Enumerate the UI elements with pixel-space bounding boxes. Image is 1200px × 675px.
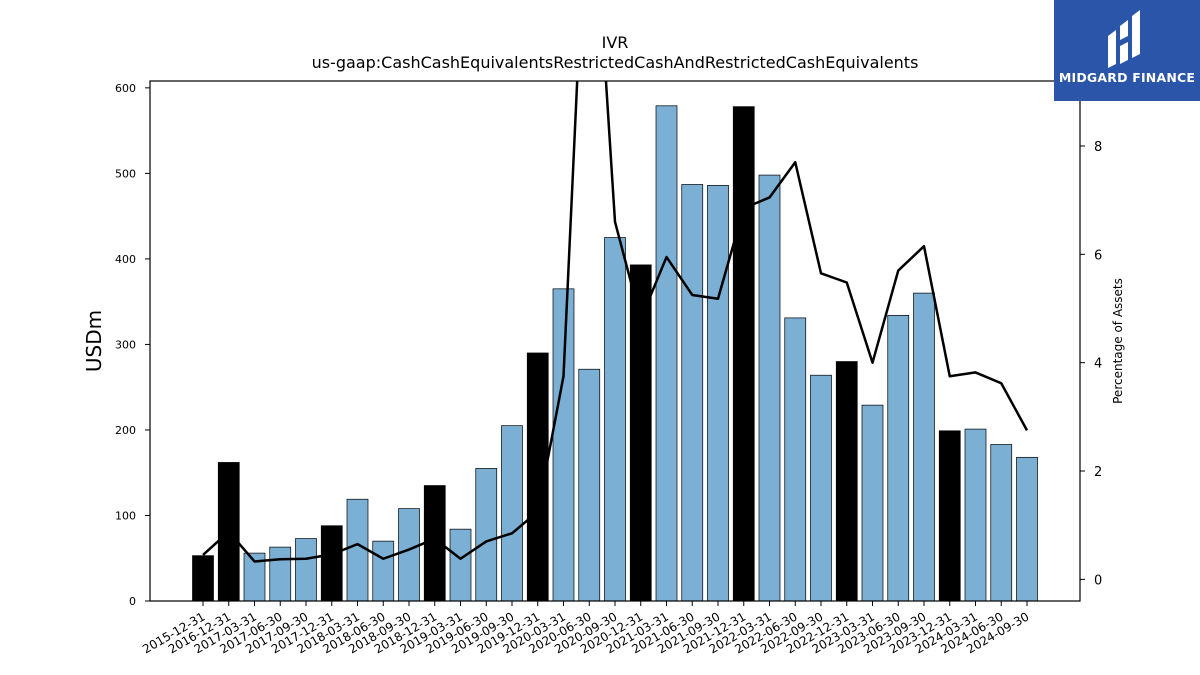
chart-title: IVR [602, 33, 629, 52]
y-tick-label: 0 [129, 595, 136, 608]
bar-series [192, 105, 1038, 602]
bar-2022-09-30 [810, 374, 832, 602]
y-tick-label: 500 [115, 167, 136, 180]
y2-tick-label: 0 [1094, 573, 1102, 588]
percentage-line [202, 81, 1029, 563]
bar-2019-03-31 [449, 528, 472, 602]
bar-2017-09-30 [295, 538, 317, 602]
y-tick-label: 200 [115, 424, 136, 437]
bar-2024-06-30 [990, 444, 1013, 602]
y-axis-left: 0 100 200 300 400 500 600 [115, 82, 150, 608]
bar-2023-03-31 [861, 404, 884, 602]
bar-2023-09-30 [913, 292, 935, 602]
bar-2024-09-30 [1016, 456, 1038, 602]
midgard-logo-icon [1108, 10, 1140, 68]
x-axis: 2015-12-312016-12-312017-03-312017-06-30… [140, 601, 1032, 656]
bar-2017-06-30 [269, 546, 292, 602]
y2-tick-label: 8 [1094, 140, 1102, 155]
bar-2021-03-31 [655, 105, 678, 602]
y-tick-label: 100 [115, 509, 136, 522]
y2-axis-label: Percentage of Assets [1111, 278, 1125, 404]
bar-2020-03-31 [552, 288, 575, 602]
bar-2021-06-30 [681, 184, 704, 602]
bar-2023-12-31 [938, 430, 961, 602]
y2-tick-label: 4 [1094, 357, 1102, 372]
y2-tick-label: 6 [1094, 248, 1102, 263]
chart-subtitle: us-gaap:CashCashEquivalentsRestrictedCas… [312, 53, 919, 72]
bar-2021-09-30 [707, 184, 729, 602]
bar-2020-06-30 [578, 368, 601, 602]
y-tick-label: 400 [115, 253, 136, 266]
brand-name: MIDGARD FINANCE [1058, 70, 1196, 85]
bar-2018-09-30 [398, 508, 420, 602]
bar-2024-03-31 [964, 428, 987, 602]
y2-tick-label: 2 [1094, 465, 1102, 480]
bar-2022-12-31 [835, 361, 858, 602]
bar-2018-06-30 [372, 540, 395, 602]
y-axis-label: USDm [82, 310, 106, 372]
bar-2019-06-30 [475, 468, 498, 602]
bar-2015-12-31 [192, 555, 214, 602]
y-tick-label: 300 [115, 338, 136, 351]
bar-2022-03-31 [758, 174, 781, 602]
y-axis-right: 0 2 4 6 8 [1080, 140, 1102, 588]
bar-2023-06-30 [887, 314, 910, 602]
bar-2022-06-30 [784, 317, 807, 602]
bar-2020-09-30 [604, 237, 626, 602]
brand-logo: MIDGARD FINANCE [1054, 0, 1200, 101]
y-tick-label: 600 [115, 82, 136, 95]
bar-2019-09-30 [501, 425, 523, 602]
bar-2018-03-31 [346, 498, 369, 602]
line-series [202, 81, 1029, 563]
bar-2021-12-31 [732, 106, 755, 602]
bar-2017-12-31 [320, 525, 343, 602]
